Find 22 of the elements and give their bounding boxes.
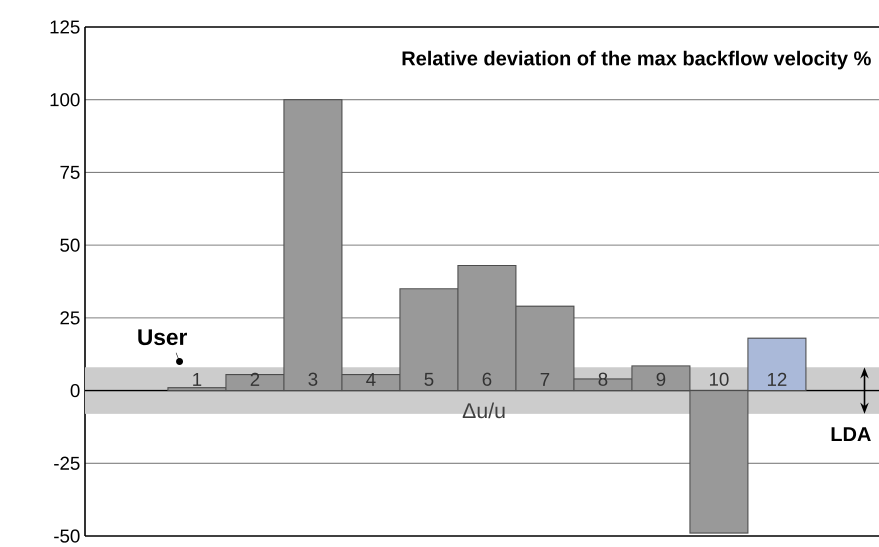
band-label: LDA — [832, 427, 871, 442]
annotation: Δu/u — [462, 402, 505, 418]
x-tick-label: 6 — [482, 372, 492, 386]
x-tick-label: 4 — [366, 373, 376, 386]
y-tick-label: 0 — [70, 384, 80, 398]
x-tick-label: 5 — [424, 372, 434, 386]
x-tick-label: 12 — [768, 372, 786, 386]
y-tick-label: 50 — [60, 238, 80, 252]
x-tick-label: 9 — [656, 372, 666, 386]
y-tick-label: 100 — [50, 93, 80, 106]
x-tick-label: 7 — [540, 373, 550, 386]
y-tick-label: -25 — [54, 456, 80, 470]
y-tick-label: 125 — [50, 20, 80, 34]
x-tick-label: 1 — [193, 373, 202, 386]
y-tick-label: 75 — [60, 166, 80, 179]
text: Relative deviation of the max backflow velocity % — [402, 50, 871, 70]
x-tick-label: 2 — [250, 372, 260, 386]
annotation: User — [138, 329, 187, 346]
x-tick-label: 3 — [308, 372, 318, 386]
y-tick-label: 25 — [60, 311, 80, 324]
y-tick-label: -50 — [54, 529, 80, 543]
x-tick-label: 10 — [710, 372, 729, 386]
